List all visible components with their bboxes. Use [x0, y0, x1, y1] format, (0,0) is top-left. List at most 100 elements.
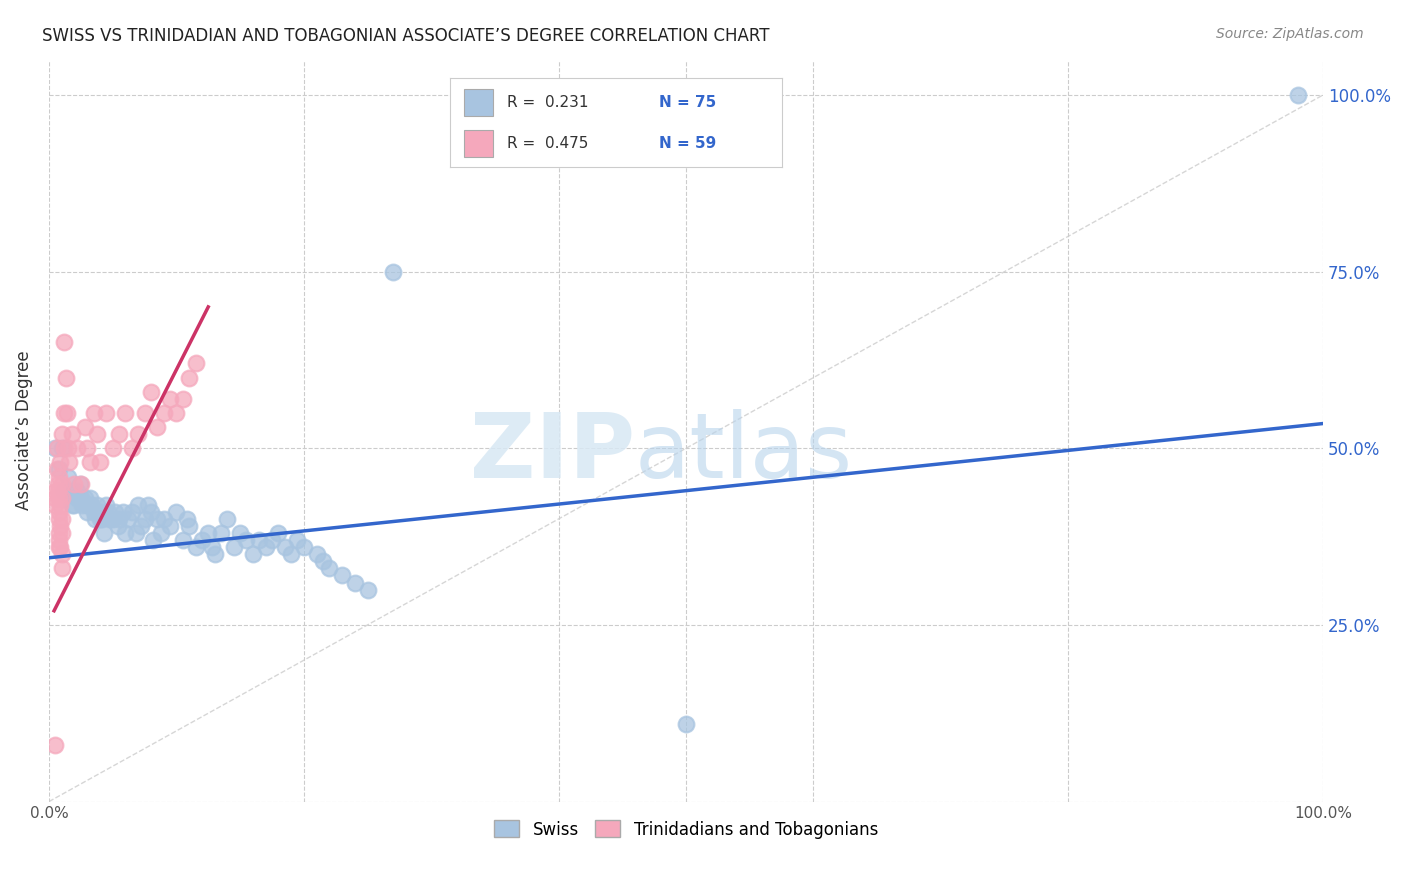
Point — [89, 455, 111, 469]
Point — [197, 526, 219, 541]
Point — [101, 512, 124, 526]
Point — [159, 392, 181, 406]
Point — [83, 406, 105, 420]
Point — [49, 455, 72, 469]
Point — [356, 582, 378, 597]
Point — [69, 491, 91, 505]
Point — [138, 498, 160, 512]
Point — [69, 476, 91, 491]
Point — [104, 505, 127, 519]
Point — [142, 533, 165, 548]
Point — [44, 442, 66, 456]
Point — [152, 406, 174, 420]
Point — [63, 498, 86, 512]
Point — [66, 491, 89, 505]
Point — [117, 512, 139, 526]
Point — [96, 406, 118, 420]
Text: Source: ZipAtlas.com: Source: ZipAtlas.com — [1216, 27, 1364, 41]
Point — [91, 512, 114, 526]
Point — [63, 476, 86, 491]
Point — [51, 561, 73, 575]
Point — [172, 392, 194, 406]
Point — [49, 498, 72, 512]
Point — [56, 406, 79, 420]
Point — [134, 406, 156, 420]
Point — [127, 427, 149, 442]
Point — [150, 526, 173, 541]
Point — [129, 519, 152, 533]
Point — [51, 526, 73, 541]
Point — [165, 406, 187, 420]
Point — [96, 498, 118, 512]
Point — [292, 540, 315, 554]
Point — [267, 526, 290, 541]
Point — [191, 533, 214, 548]
Point — [56, 483, 79, 498]
Point — [86, 427, 108, 442]
Point — [44, 483, 66, 498]
Text: SWISS VS TRINIDADIAN AND TOBAGONIAN ASSOCIATE’S DEGREE CORRELATION CHART: SWISS VS TRINIDADIAN AND TOBAGONIAN ASSO… — [42, 27, 769, 45]
Point — [48, 533, 70, 548]
Y-axis label: Associate’s Degree: Associate’s Degree — [15, 351, 32, 510]
Point — [48, 512, 70, 526]
Point — [46, 476, 69, 491]
Point — [73, 420, 96, 434]
Point — [111, 505, 134, 519]
Point — [209, 526, 232, 541]
Point — [51, 547, 73, 561]
Point — [51, 442, 73, 456]
Point — [44, 498, 66, 512]
Point — [86, 498, 108, 512]
Point — [79, 455, 101, 469]
Point — [127, 498, 149, 512]
Point — [70, 498, 93, 512]
Point — [247, 533, 270, 548]
Point — [80, 498, 103, 512]
Text: atlas: atlas — [636, 409, 853, 497]
Point — [184, 540, 207, 554]
Point — [98, 512, 121, 526]
Point — [56, 469, 79, 483]
Point — [76, 442, 98, 456]
Point — [343, 575, 366, 590]
Point — [159, 519, 181, 533]
Point — [83, 505, 105, 519]
Point — [108, 427, 131, 442]
Point — [260, 533, 283, 548]
Point — [217, 512, 239, 526]
Point — [89, 512, 111, 526]
Point — [53, 483, 76, 498]
Point — [121, 505, 143, 519]
Point — [79, 491, 101, 505]
Point — [287, 533, 309, 548]
Point — [280, 547, 302, 561]
Point — [46, 483, 69, 498]
Point — [108, 512, 131, 526]
Point — [48, 540, 70, 554]
Point — [305, 547, 328, 561]
Point — [165, 505, 187, 519]
Point — [69, 476, 91, 491]
Point — [51, 476, 73, 491]
Point — [254, 540, 277, 554]
Point — [97, 505, 120, 519]
Point — [675, 716, 697, 731]
Point — [48, 505, 70, 519]
Point — [73, 491, 96, 505]
Point — [93, 526, 115, 541]
Text: ZIP: ZIP — [470, 409, 636, 497]
Point — [48, 462, 70, 476]
Point — [114, 406, 136, 420]
Point — [76, 498, 98, 512]
Point — [51, 512, 73, 526]
Point — [114, 526, 136, 541]
Point — [179, 370, 201, 384]
Point — [45, 442, 67, 456]
Point — [146, 512, 169, 526]
Point — [134, 512, 156, 526]
Point — [184, 356, 207, 370]
Point — [60, 498, 83, 512]
Point — [152, 512, 174, 526]
Point — [312, 554, 335, 568]
Point — [172, 533, 194, 548]
